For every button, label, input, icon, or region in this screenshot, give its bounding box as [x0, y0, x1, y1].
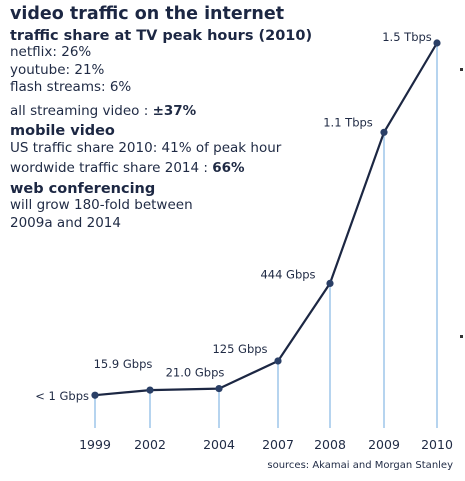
x-tick-label-2010: 2010 [421, 437, 453, 452]
note-netflix: netflix: 26% [10, 44, 92, 60]
notes-panel: video traffic on the internet traffic sh… [10, 4, 340, 234]
note-youtube: youtube: 21% [10, 61, 105, 78]
data-point-2008 [326, 279, 334, 287]
x-tick-label-2004: 2004 [203, 437, 235, 452]
point-label-2004: 21.0 Gbps [166, 366, 225, 380]
data-point-2004 [215, 384, 223, 393]
edge-mark-bottom [460, 335, 463, 338]
note-conf-line-1: will grow 180-fold between [10, 197, 193, 213]
data-point-2007 [274, 357, 282, 365]
note-worldwide-value: 66% [212, 160, 245, 176]
x-tick-label-2007: 2007 [262, 437, 294, 452]
section-heading-mobile-video: mobile video [10, 123, 115, 139]
note-worldwide-share: wordwide traffic share 2014 : 66% [10, 160, 340, 176]
note-all-streaming: all streaming video : ±37% [10, 102, 340, 119]
x-tick-label-2008: 2008 [314, 437, 346, 452]
x-tick-label-1999: 1999 [79, 437, 111, 452]
edge-mark-top [460, 68, 463, 71]
note-us-share: US traffic share 2010: 41% of peak hour [10, 139, 282, 156]
point-label-1999: < 1 Gbps [35, 389, 89, 403]
point-label-2002: 15.9 Gbps [94, 357, 153, 371]
data-point-1999 [91, 391, 99, 399]
data-point-2002 [146, 386, 154, 394]
chart-title: video traffic on the internet [10, 4, 285, 24]
note-flash: flash streams: 6% [10, 79, 132, 95]
point-label-2007: 125 Gbps [212, 342, 267, 356]
x-tick-label-2002: 2002 [134, 437, 166, 452]
section-heading-tv-peak: traffic share at TV peak hours (2010) [10, 27, 313, 44]
point-label-2008: 444 Gbps [260, 267, 315, 281]
point-label-2010: 1.5 Tbps [382, 30, 432, 44]
x-tick-label-2009: 2009 [368, 437, 400, 452]
point-label-2009: 1.1 Tbps [323, 115, 373, 129]
note-all-streaming-label: all streaming video : [10, 102, 153, 119]
data-point-2009 [380, 128, 388, 136]
source-note: sources: Akamai and Morgan Stanley [267, 460, 453, 471]
section-heading-web-conferencing: web conferencing [10, 180, 156, 197]
note-all-streaming-value: ±37% [152, 102, 197, 119]
note-worldwide-label: wordwide traffic share 2014 : [10, 160, 213, 176]
note-conf-line-2: 2009a and 2014 [10, 214, 121, 231]
data-point-2010 [433, 39, 441, 47]
